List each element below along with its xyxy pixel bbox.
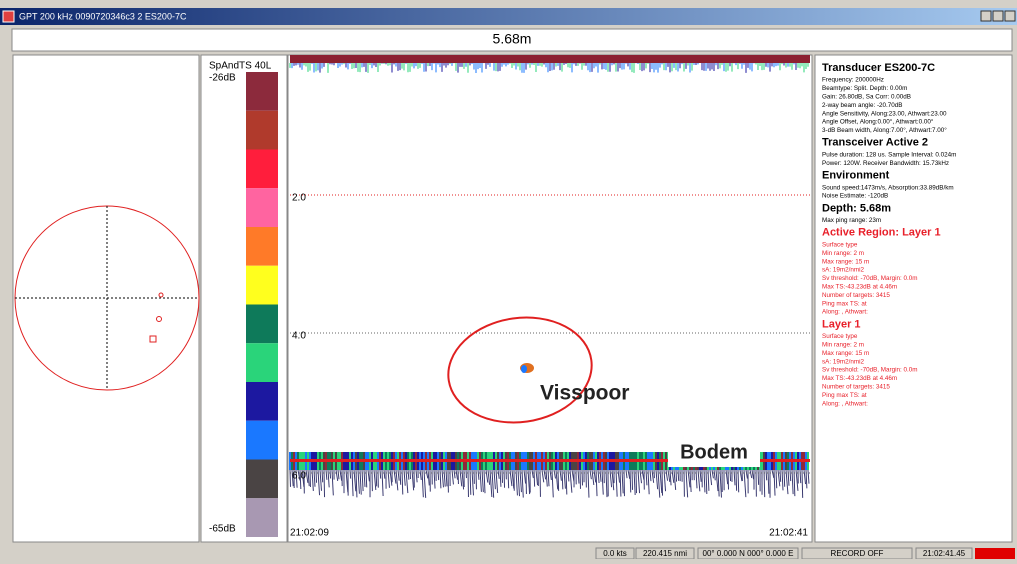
- info-line: Angle Sensitivity, Along:23.00, Athwart:…: [822, 110, 947, 117]
- info-heading: Depth: 5.68m: [822, 202, 891, 214]
- bottom-tail: [802, 470, 803, 498]
- info-line: Noise Estimate: -120dB: [822, 193, 888, 200]
- bottom-tail: [738, 470, 739, 492]
- status-text: 0.0 kts: [603, 549, 627, 558]
- info-line: Max range: 15 m: [822, 258, 869, 265]
- info-line: Beamtype: Split. Depth: 0.00m: [822, 85, 907, 92]
- fish-annotation: Visspoor: [540, 382, 629, 405]
- bottom-tail: [504, 470, 505, 488]
- color-scale-bottom: -65dB: [209, 524, 236, 535]
- color-swatch: [246, 382, 278, 421]
- application-window: GPT 200 kHz 0090720346c3 2 ES200-7C 5.68…: [0, 0, 1017, 559]
- info-line: 2-way beam angle: -20.70dB: [822, 102, 903, 109]
- bottom-tail: [330, 470, 331, 478]
- color-swatch: [246, 421, 278, 460]
- color-swatch: [246, 227, 278, 266]
- color-swatch: [246, 498, 278, 537]
- bottom-tail: [502, 470, 503, 483]
- bottom-tail: [678, 470, 679, 481]
- close-button[interactable]: [1005, 11, 1015, 21]
- info-line: Sv threshold: -70dB, Margin: 0.0m: [822, 275, 918, 282]
- depth-label: 6.0: [292, 471, 306, 482]
- status-text: 21:02:41.45: [923, 549, 966, 558]
- bottom-tail: [316, 470, 317, 483]
- window-title: GPT 200 kHz 0090720346c3 2 ES200-7C: [19, 11, 187, 21]
- bottom-tail: [438, 470, 439, 480]
- start-time: 21:02:09: [290, 528, 329, 539]
- info-line: Max TS:-43.23dB at 4.46m: [822, 283, 897, 290]
- bottom-tail: [322, 470, 323, 482]
- info-line: Number of targets: 3415: [822, 383, 890, 390]
- info-line: Ping max TS: at: [822, 392, 867, 399]
- bottom-tail: [350, 470, 351, 479]
- color-swatch: [246, 460, 278, 499]
- bottom-tail: [730, 470, 731, 481]
- info-line: Max range: 15 m: [822, 350, 869, 357]
- info-line: sA: 19m2/nmi2: [822, 358, 864, 365]
- depth-label: 4.0: [292, 331, 306, 342]
- info-line: Surface type: [822, 241, 858, 248]
- info-line: Min range: 2 m: [822, 341, 864, 348]
- bottom-tail: [534, 470, 535, 487]
- bottom-tail: [324, 470, 325, 497]
- bottom-tail: [790, 470, 791, 481]
- info-line: Along: , Athwart:: [822, 400, 868, 407]
- info-heading: Transducer ES200-7C: [822, 62, 935, 74]
- color-swatch: [246, 150, 278, 189]
- info-line: Surface type: [822, 333, 858, 340]
- info-line: Max TS:-43.23dB at 4.46m: [822, 375, 897, 382]
- color-scale-title: SpAndTS 40L: [209, 61, 272, 72]
- bottom-tail: [676, 470, 677, 482]
- color-swatch: [246, 111, 278, 150]
- info-line: Number of targets: 3415: [822, 292, 890, 299]
- bottom-tail: [766, 470, 767, 480]
- color-swatch: [246, 72, 278, 111]
- info-line: sA: 19m2/nmi2: [822, 267, 864, 274]
- color-swatch: [246, 305, 278, 344]
- app-icon: [3, 11, 14, 22]
- bottom-tail: [662, 470, 663, 496]
- color-swatch: [246, 188, 278, 227]
- info-heading: Environment: [822, 170, 890, 182]
- minimize-button[interactable]: [981, 11, 991, 21]
- info-heading: Layer 1: [822, 318, 861, 330]
- color-swatch: [246, 266, 278, 305]
- end-time: 21:02:41: [769, 528, 808, 539]
- bottom-tail: [758, 470, 759, 485]
- color-swatch: [246, 343, 278, 382]
- bottom-tail: [376, 470, 377, 486]
- depth-display: 5.68m: [493, 31, 532, 47]
- bottom-annotation: Bodem: [680, 441, 748, 463]
- info-heading: Active Region: Layer 1: [822, 227, 941, 239]
- fish-echo: [521, 365, 527, 373]
- status-text: 00° 0.000 N 000° 0.000 E: [703, 549, 794, 558]
- bottom-tail: [780, 470, 781, 482]
- status-indicator: [975, 548, 1015, 559]
- info-line: Pulse duration: 128 us. Sample Interval:…: [822, 151, 956, 158]
- info-line: Frequency: 200000Hz: [822, 77, 884, 84]
- surface-band: [290, 55, 810, 63]
- info-line: Gain: 26.80dB, Sa Corr: 0.00dB: [822, 93, 911, 100]
- bottom-tail: [400, 470, 401, 485]
- status-text: 220.415 nmi: [643, 549, 687, 558]
- color-scale-top: -26dB: [209, 73, 236, 84]
- bottom-tail: [736, 470, 737, 491]
- bottom-tail: [508, 470, 509, 488]
- info-line: Max ping range: 23m: [822, 217, 881, 224]
- info-line: Sound speed:1473m/s, Absorption:33.89dB/…: [822, 184, 954, 191]
- maximize-button[interactable]: [993, 11, 1003, 21]
- info-line: Along: , Athwart:: [822, 309, 868, 316]
- info-line: 3-dB Beam width, Along:7.00°, Athwart:7.…: [822, 126, 947, 134]
- info-heading: Transceiver Active 2: [822, 137, 928, 149]
- depth-label: 2.0: [292, 193, 306, 204]
- info-line: Min range: 2 m: [822, 250, 864, 257]
- info-line: Sv threshold: -70dB, Margin: 0.0m: [822, 367, 918, 374]
- info-line: Angle Offset, Along:0.00°, Athwart:0.00°: [822, 118, 934, 126]
- bottom-tail: [558, 470, 559, 491]
- bottom-tail: [380, 470, 381, 479]
- bottom-tail: [784, 470, 785, 487]
- status-text: RECORD OFF: [831, 549, 884, 558]
- info-line: Ping max TS: at: [822, 300, 867, 307]
- info-line: Power: 120W. Receiver Bandwidth: 15.73kH…: [822, 160, 949, 167]
